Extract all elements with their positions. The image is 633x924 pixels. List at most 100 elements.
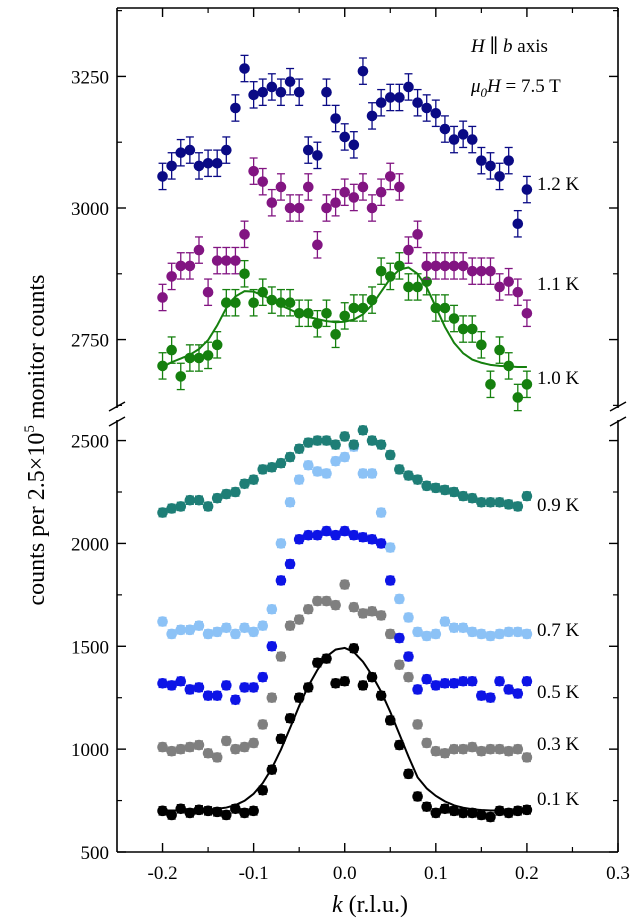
y-tick-label: 2500 — [71, 432, 109, 453]
data-point — [211, 157, 223, 169]
data-point — [275, 651, 287, 662]
data-point — [466, 323, 478, 335]
data-point — [230, 803, 241, 815]
data-point — [175, 147, 187, 159]
data-point — [439, 747, 451, 759]
data-point — [348, 302, 360, 314]
y-axis-title: counts per 2.5×105 monitor counts — [22, 275, 50, 606]
data-point — [466, 492, 478, 504]
data-point — [503, 360, 514, 372]
data-point — [466, 134, 478, 145]
data-point — [202, 501, 214, 512]
data-point — [321, 435, 332, 446]
data-point — [248, 165, 259, 177]
data-point — [157, 292, 168, 303]
axis-ticks: -0.2 -0.1 0.0 0.1 0.2 0.3 500 1000 1500 2000 2500 2… — [71, 8, 630, 884]
data-point — [230, 102, 241, 114]
data-point — [394, 593, 405, 605]
data-point — [284, 76, 296, 87]
data-point — [357, 531, 369, 543]
data-point — [384, 628, 396, 640]
data-point — [248, 474, 259, 485]
temperature-label: 0.7 K — [537, 620, 580, 641]
data-point — [476, 745, 487, 757]
data-point — [193, 244, 205, 256]
data-point — [239, 682, 250, 693]
data-point — [348, 601, 360, 613]
data-point — [494, 628, 505, 640]
data-point — [466, 265, 478, 277]
data-point — [521, 379, 533, 390]
data-point — [302, 459, 314, 471]
series-1-2-K — [157, 54, 533, 238]
y-tick-label: 500 — [81, 843, 110, 864]
data-point — [202, 157, 214, 169]
data-point — [403, 281, 414, 293]
data-point — [312, 595, 323, 607]
annotation-field-strength: μ0H = 7.5 T — [470, 76, 561, 100]
data-point — [476, 339, 487, 351]
data-point — [430, 745, 442, 757]
data-point — [476, 690, 487, 701]
data-point — [293, 474, 305, 485]
data-point — [339, 431, 351, 442]
data-point — [357, 65, 369, 77]
data-point — [257, 176, 269, 187]
data-point — [384, 171, 396, 182]
data-point — [321, 307, 332, 319]
data-point — [302, 529, 314, 541]
y-tick-label: 1000 — [71, 740, 109, 761]
data-point — [230, 743, 241, 755]
data-point — [485, 160, 496, 172]
data-point — [403, 612, 414, 623]
data-point — [321, 653, 332, 664]
data-point — [375, 610, 387, 621]
data-point — [257, 86, 269, 98]
data-point — [421, 801, 433, 813]
data-point — [175, 501, 187, 512]
y-tick-label: 1500 — [71, 637, 109, 658]
data-point — [521, 628, 533, 640]
data-point — [184, 624, 196, 636]
data-point — [494, 743, 505, 755]
data-point — [166, 160, 177, 172]
series-0-3-K — [157, 579, 533, 763]
data-point — [466, 807, 478, 819]
data-point — [412, 97, 423, 109]
data-point — [439, 803, 451, 815]
data-point — [239, 622, 250, 634]
data-point — [430, 680, 442, 691]
data-point — [157, 741, 168, 753]
data-point — [184, 807, 196, 819]
y-tick-label: 3250 — [71, 67, 109, 88]
data-point — [384, 92, 396, 103]
data-point — [221, 809, 232, 821]
data-point — [348, 439, 360, 450]
data-point — [457, 675, 469, 687]
data-point — [166, 271, 177, 282]
data-point — [211, 626, 223, 638]
data-point — [457, 622, 469, 634]
data-point — [221, 488, 232, 500]
x-tick-label: -0.1 — [239, 863, 269, 884]
data-point — [421, 260, 433, 272]
data-point — [457, 743, 469, 755]
data-point — [375, 538, 387, 549]
data-point — [293, 202, 305, 214]
data-point — [339, 451, 351, 463]
data-point — [375, 507, 387, 518]
data-point — [184, 494, 196, 506]
data-point — [193, 682, 205, 693]
data-point — [366, 294, 378, 306]
data-point — [494, 805, 505, 817]
data-point — [275, 733, 287, 745]
data-point — [321, 468, 332, 479]
data-point — [375, 186, 387, 198]
data-point — [485, 265, 496, 277]
data-point — [421, 102, 433, 114]
data-point — [430, 302, 442, 314]
data-point — [266, 462, 278, 473]
temperature-label: 0.9 K — [537, 495, 580, 516]
data-point — [339, 675, 351, 687]
data-point — [403, 470, 414, 481]
